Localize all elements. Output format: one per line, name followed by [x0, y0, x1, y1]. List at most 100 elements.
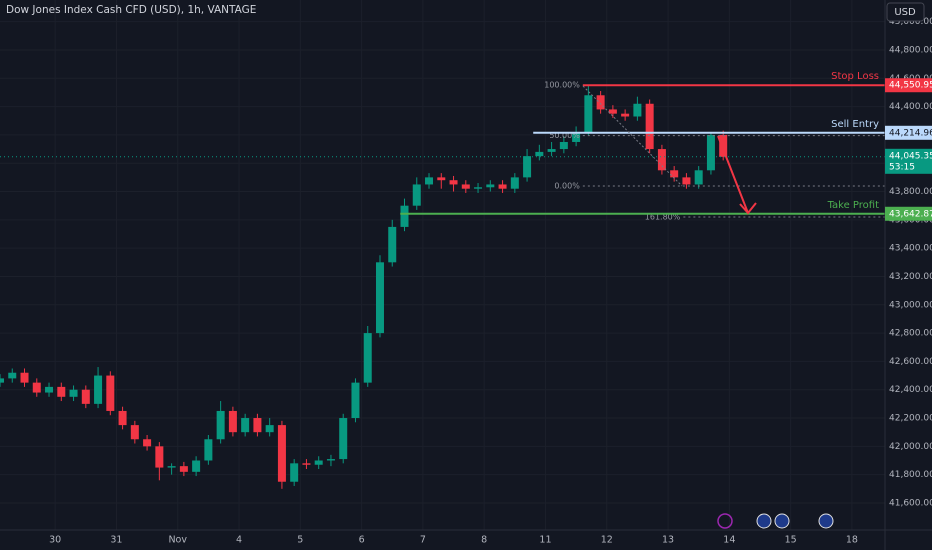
fib-label: 161.80%: [645, 213, 681, 222]
candle-body: [351, 382, 360, 419]
x-tick-label: 6: [359, 535, 365, 546]
candle-body: [657, 149, 666, 171]
arrow: [717, 135, 757, 215]
candle-body: [375, 262, 384, 334]
x-tick-label: 8: [481, 535, 487, 546]
candle-body: [20, 372, 29, 383]
candle-body: [302, 463, 311, 465]
x-tick-label: 11: [539, 535, 551, 546]
fib-label: 50.00%: [549, 131, 580, 140]
event-icon[interactable]: [717, 513, 733, 529]
level-name: Stop Loss: [831, 71, 879, 82]
candle-body: [535, 151, 544, 157]
currency-label[interactable]: USD: [894, 7, 916, 18]
candle-body: [290, 463, 299, 482]
candle-body: [425, 177, 434, 185]
candle-body: [228, 410, 237, 433]
x-tick-label: 18: [846, 535, 858, 546]
candle-body: [461, 184, 470, 189]
y-tick-label: 43,000.00: [889, 300, 932, 310]
candle-body: [719, 134, 728, 157]
candle-body: [339, 418, 348, 460]
event-icon[interactable]: [756, 513, 772, 529]
candle-body: [498, 184, 507, 189]
candle-body: [179, 466, 188, 472]
level-price-box: [885, 125, 932, 140]
x-tick-label: 31: [110, 535, 122, 546]
candle-body: [670, 170, 679, 178]
x-tick-label: Nov: [168, 535, 187, 546]
x-tick-label: 14: [723, 535, 735, 546]
candle-body: [94, 375, 103, 404]
y-tick-label: 43,800.00: [889, 187, 932, 197]
candle-body: [265, 425, 274, 433]
candle-body: [314, 460, 323, 465]
candle-body: [388, 226, 397, 263]
y-tick-label: 41,800.00: [889, 470, 932, 480]
candle-body: [682, 177, 691, 185]
candle-body: [143, 439, 152, 447]
candle-body: [608, 109, 617, 114]
candle-body: [118, 410, 127, 426]
candle-body: [32, 382, 41, 393]
y-tick-label: 42,600.00: [889, 357, 932, 367]
candle-body: [216, 410, 225, 440]
candle-body: [57, 386, 66, 397]
x-tick-label: 15: [785, 535, 797, 546]
current-price-label: 44,045.35: [889, 151, 932, 161]
level-price-label: 44,214.96: [889, 128, 932, 138]
candle-body: [596, 95, 605, 110]
x-tick-label: 5: [297, 535, 303, 546]
grid: [0, 0, 885, 530]
candle-body: [326, 459, 335, 461]
fib-trendline: [582, 85, 683, 187]
candle-body: [81, 389, 90, 404]
candle-body: [277, 425, 286, 482]
event-icon[interactable]: [818, 513, 834, 529]
y-tick-label: 44,800.00: [889, 45, 932, 55]
y-tick-label: 43,200.00: [889, 272, 932, 282]
x-tick-label: 4: [236, 535, 242, 546]
candle-body: [0, 378, 4, 383]
candle-body: [8, 372, 17, 379]
x-tick-label: 13: [662, 535, 674, 546]
candle-body: [412, 184, 421, 206]
y-tick-label: 42,000.00: [889, 442, 932, 452]
candle-body: [645, 103, 654, 150]
candle-body: [559, 141, 568, 150]
event-icon[interactable]: [774, 513, 790, 529]
currency-button[interactable]: [886, 2, 925, 22]
level-price-box: [885, 78, 932, 93]
x-tick-label: 7: [420, 535, 426, 546]
candle-body: [449, 180, 458, 185]
candle-body: [45, 386, 54, 393]
level-price-label: 43,642.87: [889, 209, 932, 219]
candle-body: [400, 205, 409, 227]
level-name: Take Profit: [827, 200, 880, 211]
candle-body: [106, 375, 115, 411]
y-tick-label: 41,600.00: [889, 498, 932, 508]
y-tick-label: 45,000.00: [889, 17, 932, 27]
countdown-label: 53:15: [889, 162, 915, 172]
y-tick-label: 43,400.00: [889, 244, 932, 254]
candle-body: [510, 177, 519, 189]
candle-body: [633, 103, 642, 117]
x-tick-label: 30: [49, 535, 61, 546]
candle-body: [523, 156, 532, 178]
candle-body: [69, 389, 78, 397]
y-tick-label: 42,400.00: [889, 385, 932, 395]
candle-body: [155, 446, 164, 468]
fib-label: 0.00%: [554, 182, 580, 191]
candle-body: [547, 149, 556, 152]
candle-body: [474, 187, 483, 189]
y-tick-label: 42,200.00: [889, 414, 932, 424]
candle-body: [706, 134, 715, 171]
candle-body: [363, 333, 372, 383]
candle-body: [130, 425, 139, 440]
current-price-box: [885, 148, 932, 174]
candle-body: [204, 439, 213, 461]
candle-body: [584, 95, 593, 133]
